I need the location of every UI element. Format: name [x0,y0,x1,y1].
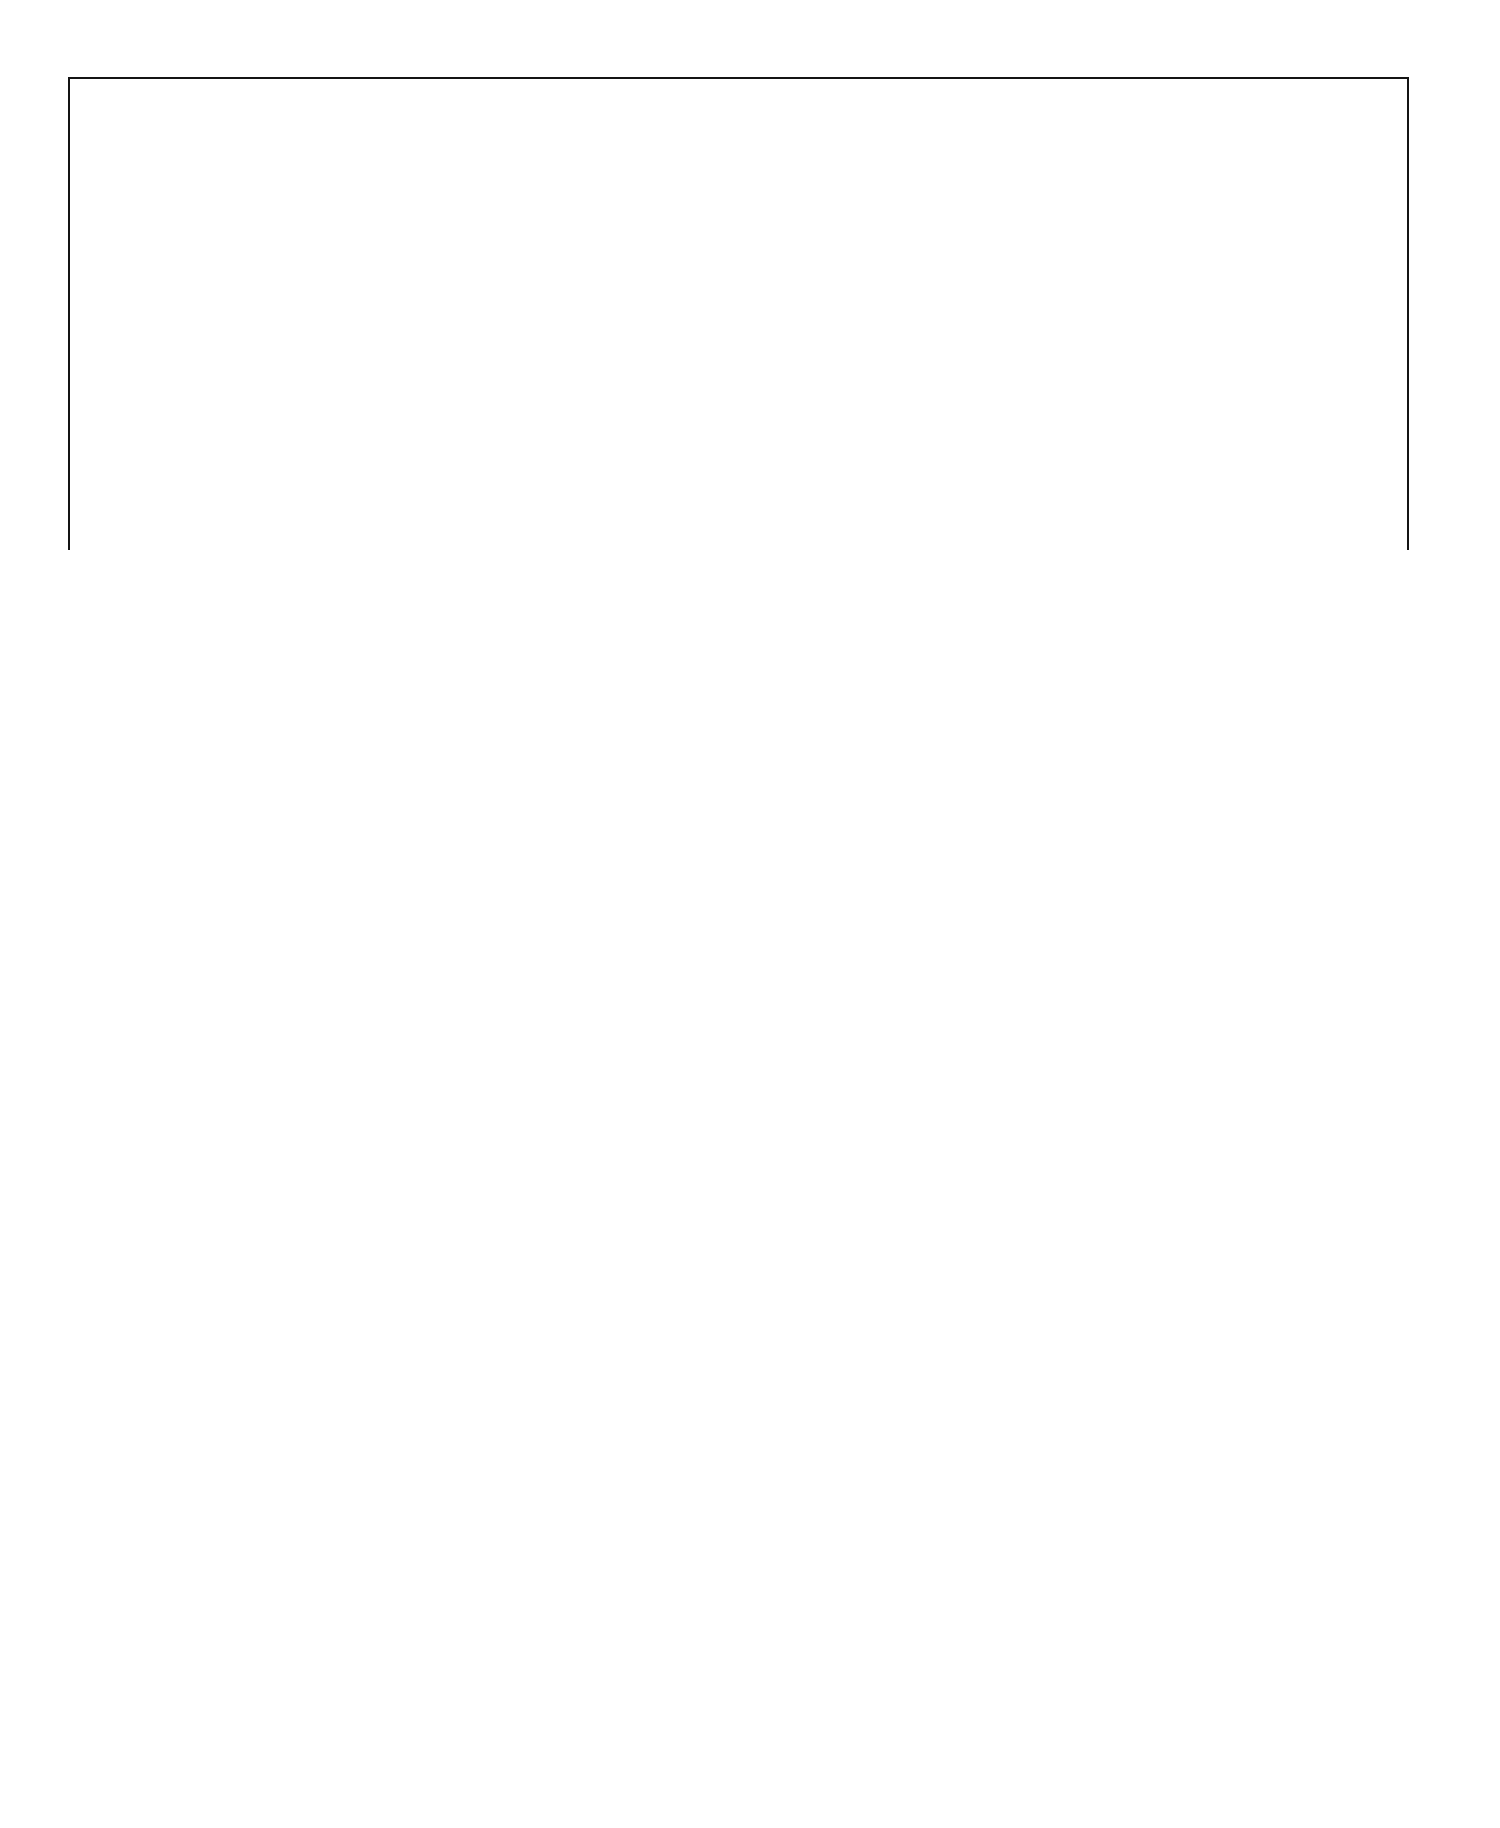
diagram-frame [68,77,1409,550]
